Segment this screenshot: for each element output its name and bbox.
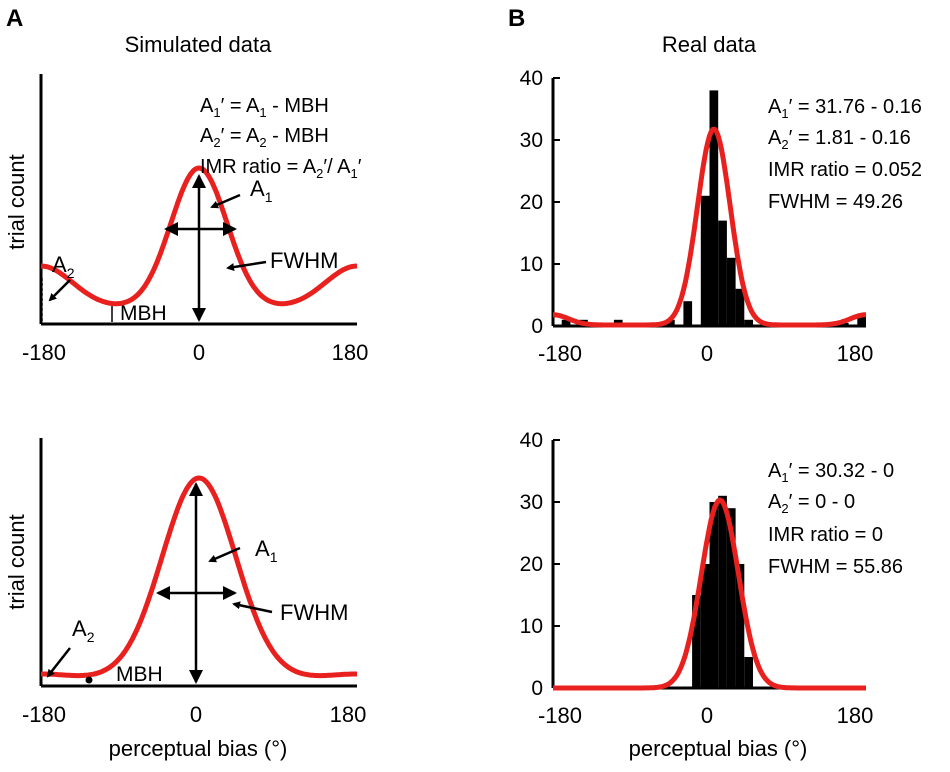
histogram-bar: [683, 301, 693, 326]
histogram-bar: [709, 502, 719, 688]
a1-pointer: [210, 193, 241, 209]
histogram-bar: [700, 564, 710, 688]
y-tick-label: 40: [520, 67, 543, 90]
fwhm-pointer: [226, 260, 267, 272]
stat-a1: A1′ = 30.32 - 0: [768, 460, 894, 485]
histogram-bar: [692, 595, 701, 688]
y-ticks: [553, 77, 560, 327]
x-tick-label: 0: [701, 703, 713, 728]
a1-pointer: [208, 546, 241, 563]
stat-a1: A1′ = 31.76 - 0.16: [768, 96, 922, 121]
histogram-bar: [857, 313, 866, 326]
x-tick-label: 180: [837, 341, 874, 366]
y-axis-label: trial count: [4, 514, 29, 609]
histogram-bars: [692, 495, 753, 688]
x-tick-label: 0: [193, 340, 205, 365]
y-tick-label: 10: [520, 253, 543, 276]
mbh-label: MBH: [120, 302, 167, 325]
formula-a1: A1′ = A1 - MBH: [200, 95, 329, 120]
fwhm-label: FWHM: [280, 600, 348, 625]
fit-curve: [553, 497, 866, 691]
histogram-bar: [735, 564, 745, 688]
a1-label: A1: [255, 536, 278, 565]
histogram-bar: [700, 195, 710, 326]
histogram-bar: [839, 322, 849, 326]
chart-real-bottom: 0 10 20 30 40 -180 0 180 perceptual bias…: [520, 429, 903, 761]
x-tick-label: 0: [701, 341, 713, 366]
x-tick-label: 180: [837, 703, 874, 728]
a2-pointer: [46, 647, 71, 678]
y-tick-label: 30: [520, 491, 543, 514]
y-axis-label: trial count: [4, 154, 29, 249]
fit-curve: [553, 126, 866, 328]
stat-imr: IMR ratio = 0.052: [768, 159, 922, 181]
fit-curve: [41, 475, 357, 679]
histogram-bar: [726, 508, 736, 688]
mbh-marker: [85, 676, 93, 684]
panel-label-a: A: [6, 5, 23, 32]
histogram-bar: [726, 257, 736, 326]
stat-fwhm: FWHM = 49.26: [768, 191, 903, 213]
x-axis-label: perceptual bias (°): [109, 736, 288, 761]
histogram-bar: [744, 319, 753, 326]
a2-pointer: [48, 279, 71, 302]
histogram-bar: [709, 90, 719, 327]
mbh-label: MBH: [116, 663, 163, 686]
x-tick-label: 180: [330, 702, 367, 727]
stat-imr: IMR ratio = 0: [768, 524, 883, 546]
histogram-bar: [735, 288, 745, 326]
stat-a2: A2′ = 1.81 - 0.16: [768, 127, 911, 152]
x-tick-label: 0: [190, 702, 202, 727]
panel-label-b: B: [508, 5, 525, 32]
x-tick-label: 180: [332, 340, 369, 365]
fit-curve: [40, 165, 358, 307]
y-tick-label: 40: [520, 429, 543, 452]
y-tick-label: 30: [520, 129, 543, 152]
stat-a2: A2′ = 0 - 0: [768, 491, 855, 516]
y-tick-label: 0: [531, 315, 543, 338]
chart-simulated-bottom: trial count -180 0 180 perceptual bias (…: [4, 438, 366, 761]
chart-simulated-top: trial count -180 0 180 A1 FWHM A2 MBH A1…: [4, 74, 368, 365]
a1-label: A1: [250, 176, 273, 205]
title-simulated: Simulated data: [125, 32, 273, 57]
y-tick-label: 0: [531, 677, 543, 700]
stat-fwhm: FWHM = 55.86: [768, 556, 903, 578]
x-axis-label: perceptual bias (°): [629, 736, 808, 761]
y-tick-label: 20: [520, 191, 543, 214]
x-tick-label: -180: [22, 340, 66, 365]
y-tick-label: 10: [520, 615, 543, 638]
a2-label: A2: [72, 616, 95, 645]
histogram-bar: [718, 495, 727, 688]
histogram-bar: [666, 319, 675, 326]
histogram-bar: [744, 657, 753, 688]
a2-label: A2: [52, 252, 75, 281]
formula-imr: IMR ratio = A2′/ A1′: [200, 156, 362, 181]
chart-real-top: 0 10 20 30 40 -180 0 180 A1′ = 31.76 - 0…: [520, 67, 922, 366]
x-tick-label: -180: [538, 341, 582, 366]
title-real: Real data: [662, 32, 757, 57]
x-tick-label: -180: [538, 703, 582, 728]
fwhm-pointer: [232, 601, 273, 614]
x-tick-label: -180: [22, 702, 66, 727]
formula-a2: A2′ = A2 - MBH: [200, 125, 329, 150]
y-tick-label: 20: [520, 553, 543, 576]
histogram-bar: [718, 220, 727, 326]
histogram-bar: [561, 319, 571, 326]
fwhm-label: FWHM: [270, 248, 338, 273]
